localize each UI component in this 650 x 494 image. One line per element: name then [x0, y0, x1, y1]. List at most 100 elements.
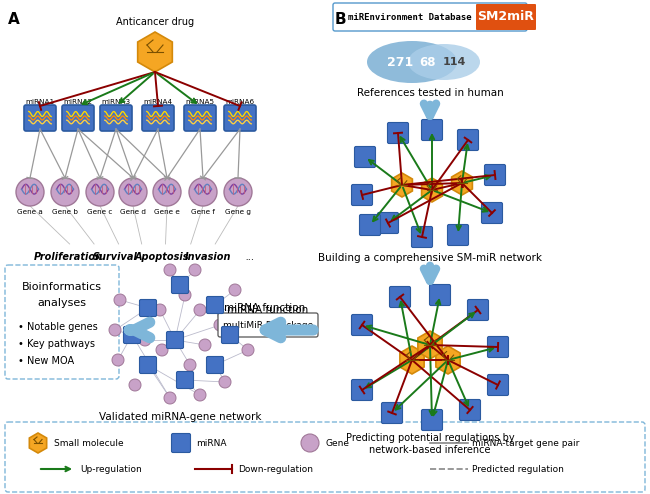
FancyBboxPatch shape	[140, 299, 157, 317]
FancyBboxPatch shape	[382, 403, 402, 423]
Text: Up-regulation: Up-regulation	[80, 464, 142, 474]
FancyBboxPatch shape	[389, 287, 411, 307]
FancyBboxPatch shape	[172, 277, 188, 293]
Text: analyses: analyses	[38, 298, 86, 308]
Text: miRNA6: miRNA6	[226, 99, 255, 105]
Text: miRNA1: miRNA1	[25, 99, 55, 105]
FancyBboxPatch shape	[352, 184, 372, 206]
Polygon shape	[418, 331, 442, 359]
FancyBboxPatch shape	[352, 315, 372, 335]
Text: Anticancer drug: Anticancer drug	[116, 17, 194, 27]
Text: miRNA function: miRNA function	[224, 303, 306, 313]
Text: References tested in human: References tested in human	[357, 88, 503, 98]
Polygon shape	[400, 346, 424, 374]
Text: Gene a: Gene a	[17, 209, 43, 215]
FancyBboxPatch shape	[387, 123, 408, 143]
Polygon shape	[138, 32, 172, 72]
Circle shape	[109, 324, 121, 336]
Circle shape	[153, 178, 181, 206]
FancyBboxPatch shape	[207, 296, 224, 314]
FancyBboxPatch shape	[430, 285, 450, 305]
Circle shape	[154, 304, 166, 316]
Circle shape	[189, 264, 201, 276]
Text: • Notable genes: • Notable genes	[18, 322, 98, 332]
FancyBboxPatch shape	[488, 374, 508, 396]
Text: Down-regulation: Down-regulation	[238, 464, 313, 474]
Text: A: A	[8, 12, 20, 27]
Circle shape	[229, 284, 241, 296]
Text: • New MOA: • New MOA	[18, 356, 74, 366]
FancyBboxPatch shape	[378, 212, 398, 234]
FancyBboxPatch shape	[467, 299, 489, 321]
FancyBboxPatch shape	[354, 147, 376, 167]
FancyBboxPatch shape	[140, 357, 157, 373]
Circle shape	[224, 178, 252, 206]
Text: miRNA-target gene pair: miRNA-target gene pair	[472, 439, 579, 448]
Ellipse shape	[367, 41, 457, 83]
FancyBboxPatch shape	[421, 410, 443, 430]
Ellipse shape	[408, 44, 480, 80]
Text: miRNA4: miRNA4	[144, 99, 172, 105]
Circle shape	[179, 289, 191, 301]
Text: Survival: Survival	[92, 252, 137, 262]
Text: Small molecule: Small molecule	[54, 439, 124, 448]
Circle shape	[112, 354, 124, 366]
FancyBboxPatch shape	[411, 227, 432, 247]
Text: miRNA2: miRNA2	[64, 99, 92, 105]
Circle shape	[194, 304, 206, 316]
Circle shape	[189, 178, 217, 206]
FancyBboxPatch shape	[488, 336, 508, 358]
FancyBboxPatch shape	[476, 4, 536, 30]
Circle shape	[199, 339, 211, 351]
Circle shape	[114, 294, 126, 306]
Text: Predicting potential regulations by
network-based inference: Predicting potential regulations by netw…	[346, 433, 514, 454]
Text: multiMiR R package: multiMiR R package	[223, 321, 313, 329]
Circle shape	[184, 359, 196, 371]
Polygon shape	[452, 171, 473, 195]
Text: Building a comprehensive SM-miR network: Building a comprehensive SM-miR network	[318, 253, 542, 263]
Circle shape	[51, 178, 79, 206]
FancyBboxPatch shape	[184, 105, 216, 131]
Text: Gene g: Gene g	[225, 209, 251, 215]
Text: 114: 114	[442, 57, 465, 67]
FancyBboxPatch shape	[172, 434, 190, 453]
FancyBboxPatch shape	[5, 422, 645, 492]
Circle shape	[242, 314, 254, 326]
FancyBboxPatch shape	[5, 265, 119, 379]
Text: 68: 68	[419, 55, 436, 69]
Text: Gene b: Gene b	[52, 209, 78, 215]
Text: miREnvironment Database: miREnvironment Database	[348, 12, 472, 22]
FancyBboxPatch shape	[62, 105, 94, 131]
Circle shape	[219, 376, 231, 388]
Polygon shape	[29, 433, 47, 453]
FancyBboxPatch shape	[218, 313, 318, 337]
Text: Proliferation: Proliferation	[33, 252, 103, 262]
Polygon shape	[422, 178, 443, 202]
Text: 271: 271	[387, 55, 413, 69]
FancyBboxPatch shape	[460, 400, 480, 420]
Text: B: B	[335, 12, 346, 27]
FancyBboxPatch shape	[124, 327, 140, 343]
Text: Gene d: Gene d	[120, 209, 146, 215]
Text: Gene c: Gene c	[87, 209, 112, 215]
Text: Bioinformatics: Bioinformatics	[22, 282, 102, 292]
FancyBboxPatch shape	[222, 327, 239, 343]
Circle shape	[16, 178, 44, 206]
FancyBboxPatch shape	[421, 120, 443, 140]
FancyBboxPatch shape	[166, 331, 183, 348]
FancyBboxPatch shape	[447, 224, 469, 246]
Circle shape	[242, 344, 254, 356]
FancyBboxPatch shape	[224, 105, 256, 131]
Text: Gene: Gene	[325, 439, 349, 448]
Text: SM2miR: SM2miR	[478, 10, 534, 24]
Text: miRNA function: miRNA function	[227, 305, 309, 315]
Text: ...: ...	[245, 252, 255, 262]
Text: miRNA5: miRNA5	[185, 99, 214, 105]
Polygon shape	[391, 173, 412, 197]
Circle shape	[119, 178, 147, 206]
Text: miRNA: miRNA	[196, 439, 226, 448]
Text: Predicted regulation: Predicted regulation	[472, 464, 564, 474]
Text: Apoptosis: Apoptosis	[135, 252, 189, 262]
Circle shape	[129, 379, 141, 391]
FancyBboxPatch shape	[359, 214, 380, 236]
